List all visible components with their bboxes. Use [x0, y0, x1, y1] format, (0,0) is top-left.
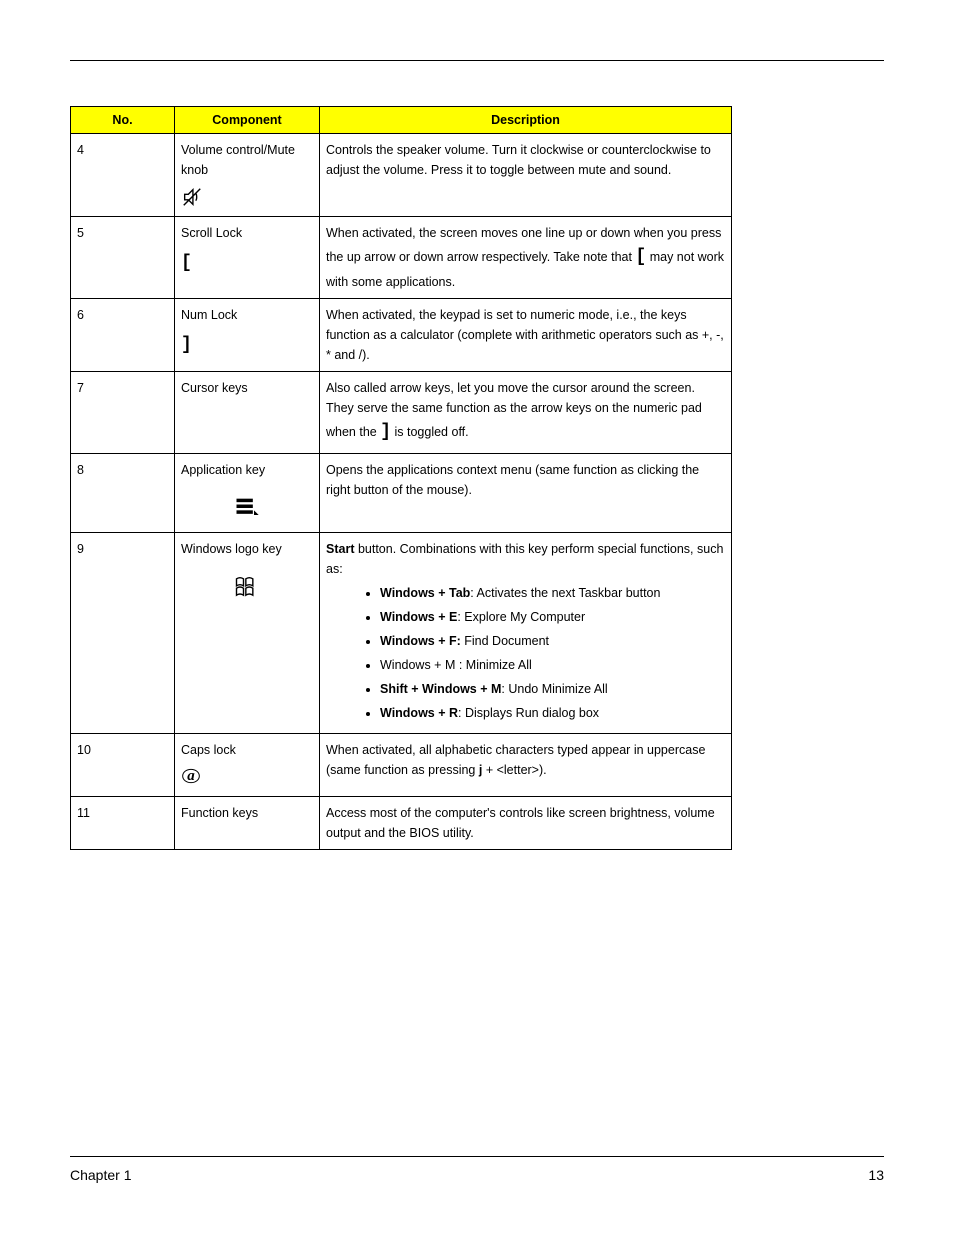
cell-no: 11	[71, 796, 175, 849]
windows-logo-icon	[181, 573, 313, 605]
table-row: 5Scroll Lock[When activated, the screen …	[71, 217, 732, 299]
list-item: Windows + R: Displays Run dialog box	[380, 703, 725, 723]
cell-description: Also called arrow keys, let you move the…	[320, 371, 732, 453]
list-item: Windows + Tab: Activates the next Taskba…	[380, 583, 725, 603]
header-description: Description	[320, 107, 732, 134]
cell-component: Windows logo key	[175, 532, 320, 733]
cell-component: Volume control/Mute knob	[175, 134, 320, 217]
header-no: No.	[71, 107, 175, 134]
document-page: No. Component Description 4Volume contro…	[0, 0, 954, 1235]
table-row: 8Application keyOpens the applications c…	[71, 453, 732, 532]
cell-component: Num Lock]	[175, 298, 320, 371]
table-header-row: No. Component Description	[71, 107, 732, 134]
cell-description: Start button. Combinations with this key…	[320, 532, 732, 733]
list-item: Windows + F: Find Document	[380, 631, 725, 651]
cell-component: Caps locka	[175, 733, 320, 796]
cell-no: 8	[71, 453, 175, 532]
bracket-icon: [	[181, 249, 313, 273]
cell-component: Function keys	[175, 796, 320, 849]
cell-description: When activated, the screen moves one lin…	[320, 217, 732, 299]
cell-no: 7	[71, 371, 175, 453]
list-item: Shift + Windows + M: Undo Minimize All	[380, 679, 725, 699]
cell-description: When activated, the keypad is set to num…	[320, 298, 732, 371]
bracket-close-icon: ]	[181, 331, 313, 355]
table-row: 4Volume control/Mute knobControls the sp…	[71, 134, 732, 217]
shortcut-list: Windows + Tab: Activates the next Taskba…	[326, 583, 725, 723]
list-item: Windows + M : Minimize All	[380, 655, 725, 675]
cell-no: 6	[71, 298, 175, 371]
table-row: 6Num Lock]When activated, the keypad is …	[71, 298, 732, 371]
capslock-icon: a	[181, 766, 313, 790]
volume-icon	[181, 186, 313, 210]
header-component: Component	[175, 107, 320, 134]
cell-description: Access most of the computer's controls l…	[320, 796, 732, 849]
footer-chapter: Chapter 1	[70, 1167, 131, 1183]
component-table: No. Component Description 4Volume contro…	[70, 106, 732, 850]
list-item: Windows + E: Explore My Computer	[380, 607, 725, 627]
cell-no: 4	[71, 134, 175, 217]
page-footer: Chapter 1 13	[70, 1156, 884, 1183]
table-row: 10Caps lockaWhen activated, all alphabet…	[71, 733, 732, 796]
cell-no: 5	[71, 217, 175, 299]
footer-page-number: 13	[868, 1167, 884, 1183]
cell-component: Application key	[175, 453, 320, 532]
table-row: 11Function keysAccess most of the comput…	[71, 796, 732, 849]
cell-no: 9	[71, 532, 175, 733]
cell-component: Cursor keys	[175, 371, 320, 453]
cell-description: Controls the speaker volume. Turn it clo…	[320, 134, 732, 217]
footer-rule	[70, 1156, 884, 1157]
cell-component: Scroll Lock[	[175, 217, 320, 299]
app-key-icon	[181, 494, 313, 526]
top-rule	[70, 60, 884, 61]
cell-no: 10	[71, 733, 175, 796]
cell-description: When activated, all alphabetic character…	[320, 733, 732, 796]
table-row: 7Cursor keysAlso called arrow keys, let …	[71, 371, 732, 453]
table-row: 9Windows logo keyStart button. Combinati…	[71, 532, 732, 733]
cell-description: Opens the applications context menu (sam…	[320, 453, 732, 532]
